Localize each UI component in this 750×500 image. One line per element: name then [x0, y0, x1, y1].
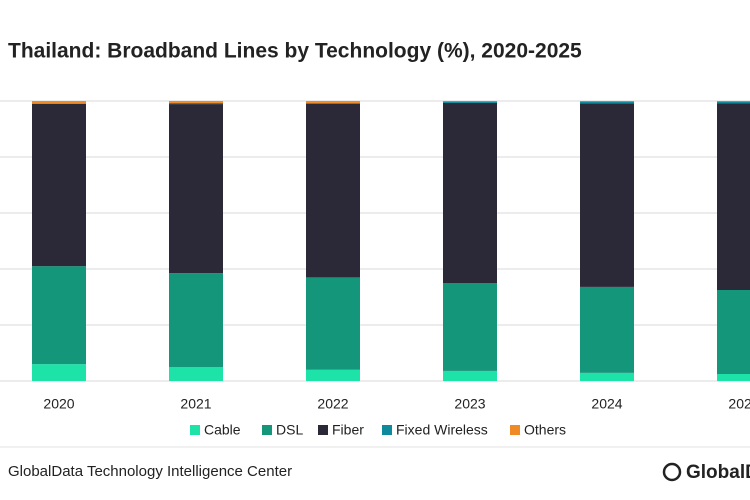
legend-swatch	[382, 425, 392, 435]
bar-segment	[717, 101, 750, 102]
bar-segment	[443, 101, 497, 103]
bar-segment	[32, 266, 86, 365]
x-tick-label: 2021	[180, 396, 211, 412]
legend-label: Fixed Wireless	[396, 422, 488, 438]
bar-segment	[169, 102, 223, 105]
bar-segment	[32, 103, 86, 104]
bar-segment	[580, 103, 634, 287]
legend-swatch	[510, 425, 520, 435]
bar-segment	[443, 370, 497, 381]
legend-label: DSL	[276, 422, 303, 438]
x-tick-label: 2022	[317, 396, 348, 412]
bar-segment	[169, 101, 223, 103]
logo: GlobalData	[662, 462, 750, 483]
bar-segment	[717, 103, 750, 291]
legend-label: Fiber	[332, 422, 364, 438]
legend-label: Cable	[204, 422, 241, 438]
chart-title: Thailand: Broadband Lines by Technology …	[8, 40, 582, 63]
bar-segment	[580, 286, 634, 373]
bar-segment	[443, 102, 497, 284]
bar-segment	[169, 104, 223, 274]
legend-swatch	[262, 425, 272, 435]
legend-item: DSL	[262, 422, 303, 438]
legend-swatch	[318, 425, 328, 435]
bar-segment	[32, 101, 86, 104]
legend-label: Others	[524, 422, 566, 438]
bar-segment	[443, 283, 497, 371]
bar-segment	[306, 101, 360, 103]
legend-swatch	[190, 425, 200, 435]
bar-segment	[580, 101, 634, 104]
x-tick-label: 2023	[454, 396, 485, 412]
legend-item: Fixed Wireless	[382, 422, 488, 438]
x-tick-label: 2024	[591, 396, 622, 412]
bar-segment	[717, 374, 750, 381]
bar-segment	[306, 277, 360, 370]
bar-segment	[580, 372, 634, 381]
x-tick-label: 2020	[43, 396, 74, 412]
bar-segment	[32, 103, 86, 267]
logo-icon	[662, 462, 682, 482]
bar-segment	[306, 369, 360, 381]
bar-segment	[169, 273, 223, 367]
bar-segment	[169, 367, 223, 381]
legend-item: Cable	[190, 422, 241, 438]
bar-segment	[306, 103, 360, 278]
x-tick-label: 2025	[728, 396, 750, 412]
legend-item: Fiber	[318, 422, 364, 438]
bar-segment	[717, 290, 750, 374]
bar-segment	[443, 101, 497, 102]
bar-segment	[306, 102, 360, 104]
legend-item: Others	[510, 422, 566, 438]
bar-segment	[32, 364, 86, 381]
logo-text: GlobalData	[686, 462, 750, 483]
bar-segment	[717, 101, 750, 104]
source: GlobalData Technology Intelligence Cente…	[8, 463, 292, 480]
bar-segment	[580, 101, 634, 102]
